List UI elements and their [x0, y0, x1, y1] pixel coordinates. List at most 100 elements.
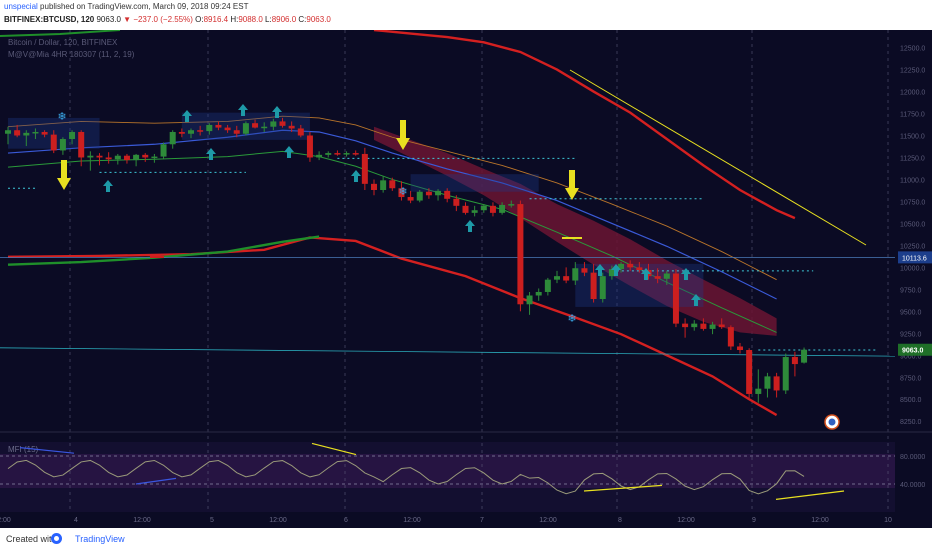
candle-body	[700, 323, 707, 329]
price-chart[interactable]: ❄ ❄ ❄ Bitcoin / Dollar, 120, BITFINEX M@V@Mi…	[0, 30, 932, 528]
ma-orange-line	[7, 115, 777, 281]
candle-body	[691, 323, 698, 328]
x-tick-label: 7	[480, 517, 484, 524]
mfi-band-fill	[0, 454, 895, 488]
candle-body	[96, 155, 103, 158]
mfi-trend-yellow-2	[583, 484, 663, 492]
x-tick-label: 12:00	[403, 517, 421, 524]
y-tick-label: 12250.0	[900, 68, 925, 75]
snowflake-icon: ❄	[567, 312, 576, 325]
footer-text: Created with TradingView	[6, 534, 125, 544]
candle-body	[782, 357, 789, 391]
candle-body	[544, 279, 551, 292]
arrow-up-icon	[465, 220, 475, 232]
x-tick-label: 4	[74, 517, 78, 524]
created-with-label: Created with	[6, 534, 57, 544]
x-tick-label: 10	[884, 517, 892, 524]
candle-body	[654, 276, 661, 279]
candle-body	[78, 131, 85, 158]
tradingview-brand[interactable]: TradingView	[75, 534, 125, 544]
candle-body	[471, 210, 478, 213]
candle-body	[69, 131, 76, 140]
candle-body	[773, 376, 780, 391]
candle-body	[563, 276, 570, 281]
candle-body	[672, 273, 679, 324]
arrow-up-icon	[103, 180, 113, 192]
candle-body	[535, 291, 542, 296]
candle-body	[123, 155, 130, 161]
candle-body	[297, 128, 304, 136]
mfi-trend-yellow-1	[311, 442, 357, 456]
candle-body	[737, 346, 743, 350]
candle-body	[371, 183, 377, 190]
candle-body	[5, 130, 11, 134]
candle-body	[508, 204, 515, 206]
high-label: H:	[230, 15, 239, 24]
chart-area[interactable]: ❄ ❄ ❄ Bitcoin / Dollar, 120, BITFINEX M@V@Mi…	[0, 30, 932, 528]
price-marker-upper-bg	[898, 251, 932, 264]
y-tick-label: 11750.0	[900, 112, 925, 119]
arrow-up-icon	[351, 170, 361, 182]
candle-body	[398, 188, 405, 198]
footer: Created with TradingView	[0, 528, 932, 550]
candle-body	[526, 295, 533, 305]
arrow-up-icon	[182, 110, 192, 122]
candle-body	[224, 127, 231, 131]
arrow-up-icon	[284, 146, 294, 158]
candle-body	[151, 156, 158, 159]
indicator-label: M@V@Mia 4HR 180307 (11, 2, 19)	[8, 50, 135, 59]
candle-body	[407, 197, 414, 201]
y-tick-label: 11000.0	[900, 177, 925, 184]
signal-arrow-up	[691, 294, 701, 306]
signal-arrow-up	[681, 268, 691, 280]
consolidation-box	[410, 174, 539, 192]
candle-body	[215, 124, 222, 128]
x-tick-label: 9	[752, 517, 756, 524]
candle-body	[270, 121, 277, 127]
x-tick-label: 2:00	[0, 517, 11, 524]
arrow-up-icon	[206, 148, 216, 160]
mfi-label: MFI (15)	[8, 445, 39, 454]
candle-body	[352, 153, 359, 155]
candle-body	[489, 205, 496, 213]
candle-body	[23, 132, 30, 136]
candle-body	[764, 376, 771, 389]
low-value: 8906.0	[271, 15, 297, 24]
last-price: 9063.0	[96, 15, 121, 24]
mfi-trend-blue-2	[135, 477, 177, 485]
candle-body	[727, 327, 734, 347]
candle-body	[599, 276, 606, 300]
trend-line-yellow	[569, 69, 867, 246]
long-ma-line	[7, 235, 320, 266]
candle-body	[581, 268, 588, 273]
y-tick-label: 9500.0	[900, 309, 922, 316]
candle-body	[791, 357, 798, 365]
candle-body	[114, 155, 121, 160]
candle-body	[178, 131, 185, 134]
author-link[interactable]: unspecial	[4, 2, 38, 11]
x-tick-label: 5	[210, 517, 214, 524]
arrow-up-icon	[238, 104, 248, 116]
snowflake-icon: ❄	[398, 185, 407, 198]
candle-body	[499, 204, 506, 213]
signal-arrow-up	[206, 148, 216, 160]
signal-arrow-up	[641, 268, 651, 280]
candle-body	[755, 388, 762, 394]
candle-body	[334, 153, 341, 155]
signal-arrow-up	[103, 180, 113, 192]
candle-body	[618, 263, 625, 270]
y-tick-label: 8750.0	[900, 375, 922, 382]
symbol-label: BITFINEX:BTCUSD, 120	[4, 15, 95, 24]
candle-body	[709, 324, 716, 329]
candle-body	[288, 125, 295, 129]
candle-body	[682, 323, 689, 328]
candle-body	[435, 190, 442, 196]
candle-body	[105, 157, 112, 160]
candle-body	[206, 124, 213, 132]
candle-body	[169, 131, 176, 145]
y-tick-label: 8500.0	[900, 397, 922, 404]
price-change: ▼ −237.0 (−2.55%)	[123, 15, 193, 24]
candle-body	[325, 153, 332, 155]
candle-body	[41, 131, 48, 135]
candle-body	[746, 350, 753, 394]
